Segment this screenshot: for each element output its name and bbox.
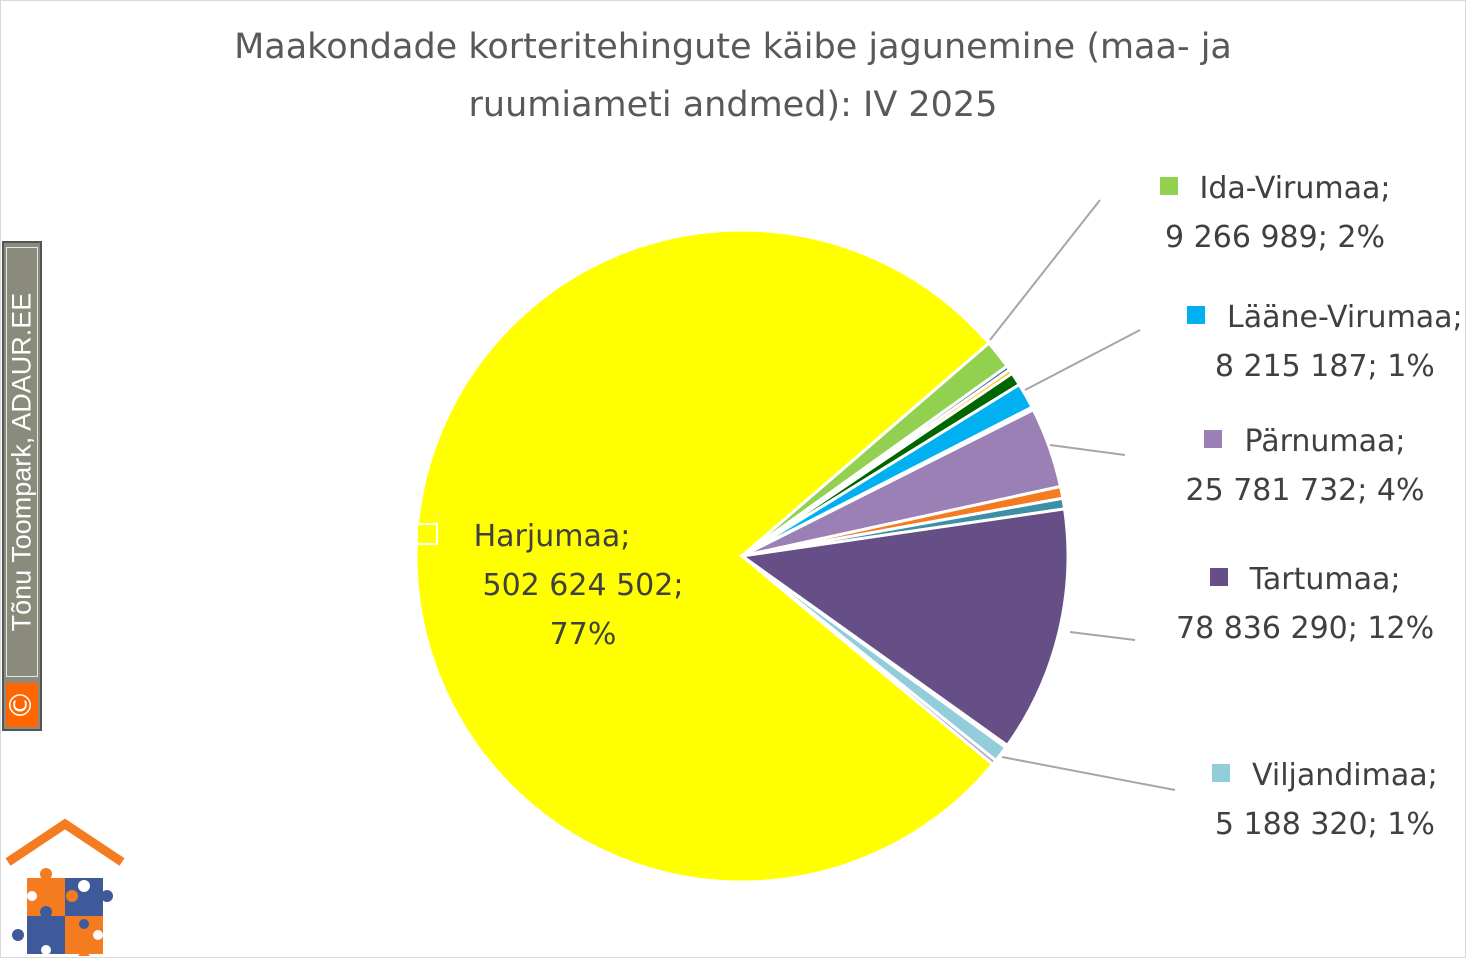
data-label-viljandimaa: Viljandimaa; 5 188 320; 1% [1212,751,1438,849]
legend-marker [415,522,438,545]
title-line-1: Maakondade korteritehingute käibe jagune… [234,27,1232,67]
data-label-line: Pärnumaa; [1244,424,1406,459]
data-label-line: 77% [549,617,617,652]
legend-marker [1209,567,1228,586]
data-label-line: Ida-Virumaa; [1199,171,1391,206]
data-label-line: Lääne-Virumaa; [1227,300,1463,335]
data-label-line: 5 188 320; 1% [1214,807,1435,842]
leader-line-tartumaa [1069,631,1136,641]
data-label-line: Harjumaa; [473,519,631,554]
data-label-line: 502 624 502; [482,568,684,603]
house-puzzle-logo [5,818,125,956]
data-label-harjumaa: Harjumaa; 502 624 502; 77% [415,512,684,659]
watermark-text: Tõnu Toompark, ADAUR.EE [6,292,37,632]
leader-line-ida-virumaa [989,199,1101,341]
legend-marker [1159,176,1178,195]
data-label-ida-virumaa: Ida-Virumaa; 9 266 989; 2% [1159,164,1391,262]
watermark: Tõnu Toompark, ADAUR.EE © [2,241,42,731]
data-label-tartumaa: Tartumaa; 78 836 290; 12% [1176,555,1434,653]
pie-slice-tartumaa [738,507,1070,748]
pie-slice-harjumaa [414,228,995,884]
data-label-line: 8 215 187; 1% [1214,349,1435,384]
copyright-icon: © [4,683,39,727]
leader-line-viljandimaa [1001,756,1176,791]
pie-slice-unlabeled-13 [741,554,998,767]
data-label-line: Viljandimaa; [1252,758,1438,793]
legend-marker [1212,763,1230,782]
legend-marker [1187,305,1205,324]
title-line-2: ruumiameti andmed): IV 2025 [468,85,998,125]
chart-title: Maakondade korteritehingute käibe jagune… [0,18,1466,134]
data-label-pärnumaa: Pärnumaa; 25 781 732; 4% [1186,417,1425,515]
leader-line-lääne-virumaa [1024,329,1141,391]
data-label-line: Tartumaa; [1249,562,1401,597]
data-label-line: 9 266 989; 2% [1165,220,1385,255]
leader-line-pärnumaa [1049,444,1126,456]
data-label-lääne-virumaa: Lääne-Virumaa; 8 215 187; 1% [1187,293,1463,391]
data-label-line: 25 781 732; 4% [1185,473,1425,508]
data-label-line: 78 836 290; 12% [1176,611,1435,646]
legend-marker [1204,429,1223,448]
